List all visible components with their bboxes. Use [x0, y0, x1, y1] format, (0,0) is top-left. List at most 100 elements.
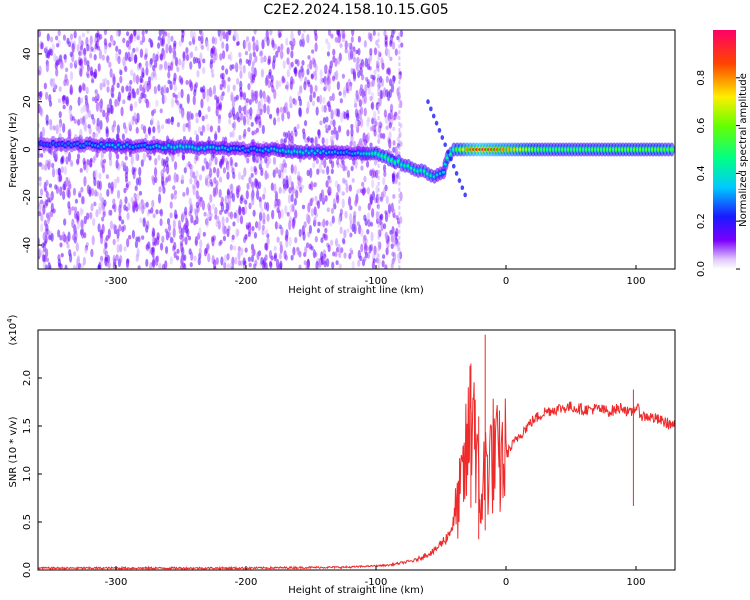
- noise-blob: [295, 185, 299, 191]
- noise-blob: [55, 185, 60, 195]
- noise-blob: [266, 173, 270, 179]
- noise-blob: [169, 61, 174, 71]
- noise-blob: [334, 251, 338, 258]
- noise-blob: [135, 126, 139, 134]
- noise-blob: [239, 215, 244, 225]
- noise-blob: [124, 176, 129, 183]
- noise-blob: [83, 121, 88, 132]
- noise-blob: [385, 75, 389, 83]
- noise-blob: [44, 227, 48, 238]
- noise-streak: [377, 127, 380, 132]
- noise-blob: [198, 109, 202, 118]
- noise-blob: [332, 134, 336, 140]
- noise-blob: [114, 98, 118, 108]
- noise-blob: [284, 205, 288, 214]
- noise-blob: [170, 35, 174, 42]
- noise-blob: [115, 254, 119, 262]
- noise-blob: [153, 108, 157, 114]
- noise-blob: [229, 109, 233, 118]
- noise-blob: [86, 43, 90, 52]
- noise-blob: [106, 86, 110, 93]
- noise-blob: [127, 51, 131, 61]
- noise-blob: [195, 201, 199, 209]
- noise-blob: [382, 164, 387, 173]
- noise-blob: [112, 238, 116, 246]
- noise-blob: [51, 167, 56, 178]
- noise-blob: [305, 213, 310, 224]
- noise-blob: [178, 58, 182, 66]
- noise-blob: [366, 132, 371, 143]
- noise-blob: [117, 91, 122, 102]
- noise-blob: [91, 78, 95, 84]
- noise-blob: [106, 254, 111, 264]
- noise-blob: [261, 228, 265, 236]
- noise-blob: [119, 243, 123, 253]
- noise-blob: [62, 104, 66, 110]
- snr-line-layer: [38, 334, 675, 570]
- noise-blob: [112, 73, 116, 82]
- noise-blob: [289, 95, 293, 105]
- noise-blob: [286, 211, 290, 217]
- noise-blob: [160, 37, 164, 47]
- noise-blob: [128, 235, 132, 240]
- noise-blob: [260, 68, 265, 78]
- noise-blob: [195, 189, 199, 200]
- noise-blob: [182, 191, 186, 197]
- noise-blob: [212, 53, 216, 64]
- noise-blob: [234, 62, 238, 71]
- noise-blob: [270, 182, 274, 191]
- colorbar-tick-label: 0.6: [696, 118, 707, 134]
- noise-streak: [398, 175, 401, 180]
- noise-blob: [310, 197, 314, 203]
- noise-blob: [390, 233, 394, 243]
- noise-blob: [388, 121, 392, 129]
- noise-blob: [355, 61, 359, 71]
- noise-streak: [398, 145, 401, 150]
- snr-multiplier-base: (x10: [8, 323, 19, 346]
- noise-blob: [42, 261, 46, 269]
- noise-blob: [181, 174, 185, 185]
- noise-blob: [186, 93, 190, 104]
- noise-blob: [158, 209, 163, 215]
- noise-blob: [44, 187, 48, 193]
- noise-blob: [366, 251, 371, 259]
- noise-blob: [79, 48, 83, 57]
- noise-blob: [51, 78, 56, 83]
- noise-blob: [177, 219, 182, 230]
- noise-blob: [198, 174, 203, 181]
- noise-blob: [254, 221, 259, 229]
- noise-blob: [61, 234, 66, 242]
- spectrogram-heatmap: [38, 30, 675, 269]
- noise-blob: [60, 156, 64, 163]
- noise-blob: [321, 137, 325, 145]
- noise-blob: [160, 124, 165, 130]
- noise-blob: [123, 187, 127, 194]
- noise-blob: [319, 222, 323, 227]
- noise-blob: [142, 152, 146, 162]
- noise-blob: [227, 77, 231, 82]
- noise-blob: [65, 67, 69, 73]
- noise-blob: [307, 81, 311, 88]
- noise-blob: [134, 197, 138, 208]
- noise-blob: [261, 124, 265, 135]
- noise-blob: [268, 113, 273, 119]
- noise-blob: [79, 97, 84, 104]
- noise-blob: [242, 210, 246, 216]
- noise-blob: [222, 224, 226, 236]
- noise-streak: [398, 241, 401, 246]
- noise-blob: [309, 84, 313, 95]
- noise-blob: [392, 30, 396, 35]
- noise-blob: [247, 256, 252, 262]
- noise-blob: [306, 68, 310, 76]
- branch-blob: [463, 192, 467, 198]
- noise-blob: [188, 210, 192, 217]
- branch-blob: [460, 185, 465, 191]
- noise-blob: [356, 56, 360, 64]
- noise-blob: [106, 55, 110, 64]
- noise-blob: [337, 108, 341, 118]
- noise-blob: [180, 242, 184, 253]
- noise-blob: [217, 115, 221, 125]
- noise-blob: [90, 113, 95, 120]
- noise-blob: [115, 45, 119, 52]
- noise-blob: [292, 246, 296, 256]
